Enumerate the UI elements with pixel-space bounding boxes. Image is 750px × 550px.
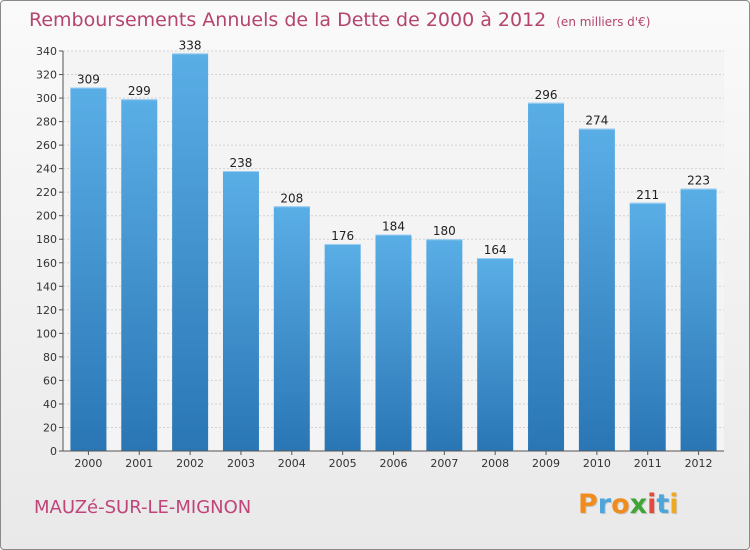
- y-tick-label: 320: [36, 69, 57, 82]
- brand-letter: i: [647, 489, 657, 520]
- x-tick-label: 2008: [481, 457, 509, 470]
- y-tick-label: 260: [36, 139, 57, 152]
- x-tick-label: 2003: [227, 457, 255, 470]
- y-tick-label: 60: [43, 374, 57, 387]
- bar-value-label: 223: [687, 174, 710, 188]
- bar-2010: [578, 128, 615, 451]
- bar-2004: [273, 206, 310, 451]
- chart-unit: (en milliers d'€): [556, 15, 651, 29]
- axes: 0 20 40 60 80 100 120 140 160 180 200 220 240 260 280 3…: [36, 45, 724, 470]
- bar-value-label: 211: [636, 188, 659, 202]
- y-tick-label: 0: [50, 445, 57, 458]
- bar-value-label: 309: [77, 72, 100, 86]
- brand-logo: Proxiti: [578, 489, 679, 520]
- bar-value-label: 164: [484, 243, 507, 257]
- bar-2007: [426, 239, 463, 451]
- x-tick-label: 2007: [430, 457, 458, 470]
- chart-header: Remboursements Annuels de la Dette de 20…: [29, 9, 650, 31]
- brand-letter: o: [611, 489, 630, 520]
- brand-letter: r: [597, 489, 612, 520]
- bars: 309 299 338 238 208 176 184 180 164 296 274 211 223: [70, 38, 717, 452]
- y-tick-label: 240: [36, 163, 57, 176]
- x-tick-label: 2006: [380, 457, 408, 470]
- bar-2008: [477, 258, 514, 451]
- bar-2005: [324, 243, 361, 451]
- brand-letter: x: [629, 489, 648, 520]
- bar-value-label: 299: [128, 84, 151, 98]
- x-tick-label: 2004: [278, 457, 306, 470]
- bar-2002: [172, 53, 209, 452]
- x-tick-label: 2010: [583, 457, 611, 470]
- bar-2009: [528, 102, 565, 451]
- bar-value-label: 238: [230, 156, 253, 170]
- y-tick-label: 80: [43, 351, 57, 364]
- bar-value-label: 180: [433, 224, 456, 238]
- bar-2011: [629, 202, 666, 451]
- x-tick-label: 2002: [176, 457, 204, 470]
- y-tick-label: 160: [36, 257, 57, 270]
- y-tick-label: 340: [36, 45, 57, 58]
- y-tick-label: 100: [36, 327, 57, 340]
- bar-2000: [70, 87, 107, 452]
- brand-letter: i: [669, 489, 679, 520]
- bar-value-label: 274: [585, 114, 608, 128]
- y-tick-label: 200: [36, 210, 57, 223]
- x-tick-label: 2005: [329, 457, 357, 470]
- y-tick-label: 140: [36, 280, 57, 293]
- brand-letter: t: [656, 489, 670, 520]
- brand-letter: P: [578, 489, 598, 520]
- bar-value-label: 176: [331, 229, 354, 243]
- y-tick-label: 220: [36, 186, 57, 199]
- x-tick-label: 2012: [685, 457, 713, 470]
- x-tick-label: 2000: [74, 457, 102, 470]
- bar-2012: [680, 188, 717, 451]
- bar-value-label: 296: [535, 88, 558, 102]
- y-tick-label: 120: [36, 304, 57, 317]
- y-tick-label: 180: [36, 233, 57, 246]
- x-tick-label: 2009: [532, 457, 560, 470]
- bar-value-label: 338: [179, 38, 202, 52]
- x-tick-label: 2011: [634, 457, 662, 470]
- y-tick-label: 300: [36, 92, 57, 105]
- bar-value-label: 184: [382, 220, 405, 234]
- bar-2001: [121, 99, 158, 451]
- y-tick-label: 280: [36, 116, 57, 129]
- x-tick-label: 2001: [125, 457, 153, 470]
- bar-value-label: 208: [280, 191, 303, 205]
- y-tick-label: 20: [43, 421, 57, 434]
- chart-title: Remboursements Annuels de la Dette de 20…: [29, 9, 547, 31]
- bar-2003: [222, 171, 259, 451]
- y-tick-label: 40: [43, 398, 57, 411]
- bar-2006: [375, 234, 412, 451]
- city-name: MAUZé-SUR-LE-MIGNON: [34, 497, 252, 518]
